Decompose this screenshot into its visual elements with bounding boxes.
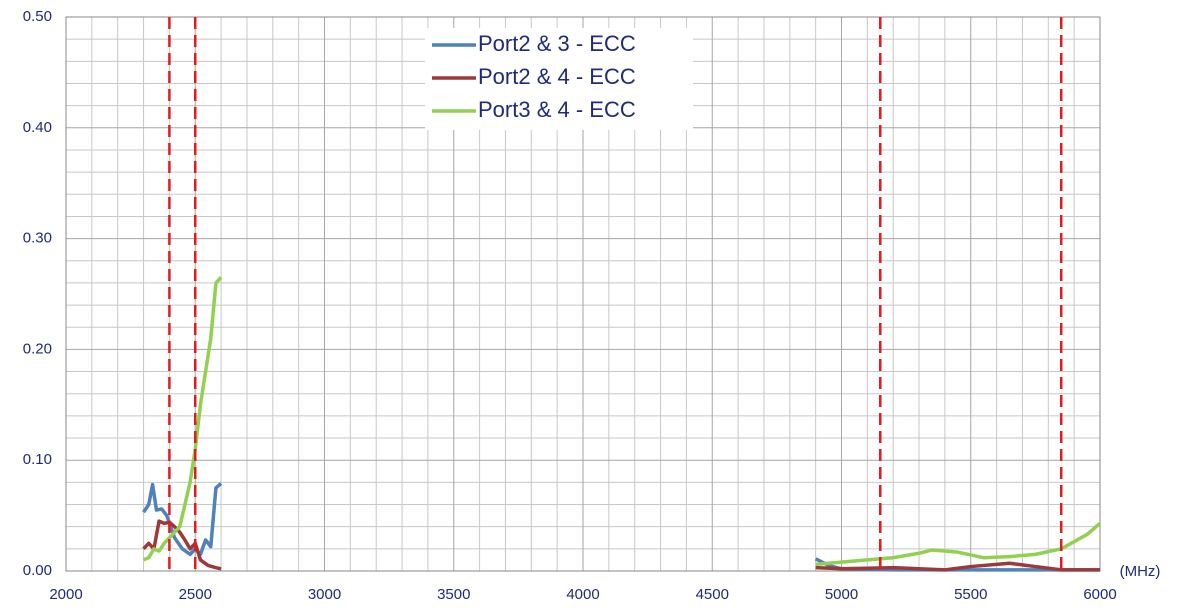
y-tick-label: 0.50 xyxy=(23,8,52,25)
series-line xyxy=(142,482,223,557)
x-tick-label: 3500 xyxy=(437,586,470,603)
series-line xyxy=(815,561,1100,572)
x-tick-label: 4500 xyxy=(696,586,729,603)
y-tick-label: 0.00 xyxy=(23,562,52,579)
series-line xyxy=(815,522,1102,567)
plot-frame xyxy=(65,16,1101,572)
x-tick-label: 4000 xyxy=(566,586,599,603)
series-line xyxy=(142,276,223,562)
x-axis-label: (MHz) xyxy=(1120,563,1161,580)
x-tick-label: 3000 xyxy=(308,586,341,603)
y-tick-label: 0.40 xyxy=(23,119,52,136)
legend-label: Port3 & 4 - ECC xyxy=(478,97,636,122)
x-tick-label: 5000 xyxy=(825,586,858,603)
x-tick-label: 5500 xyxy=(954,586,987,603)
y-tick-label: 0.10 xyxy=(23,451,52,468)
legend: Port2 & 3 - ECC Port2 & 4 - ECC Port3 & 4 … xyxy=(425,28,693,130)
x-tick-label: 2500 xyxy=(179,586,212,603)
y-tick-label: 0.30 xyxy=(23,230,52,247)
legend-label: Port2 & 4 - ECC xyxy=(478,64,636,89)
x-tick-label: 2000 xyxy=(49,586,82,603)
x-tick-label: 6000 xyxy=(1083,586,1116,603)
y-tick-label: 0.20 xyxy=(23,340,52,357)
series-line xyxy=(142,519,222,571)
legend-label: Port2 & 3 - ECC xyxy=(478,31,636,56)
